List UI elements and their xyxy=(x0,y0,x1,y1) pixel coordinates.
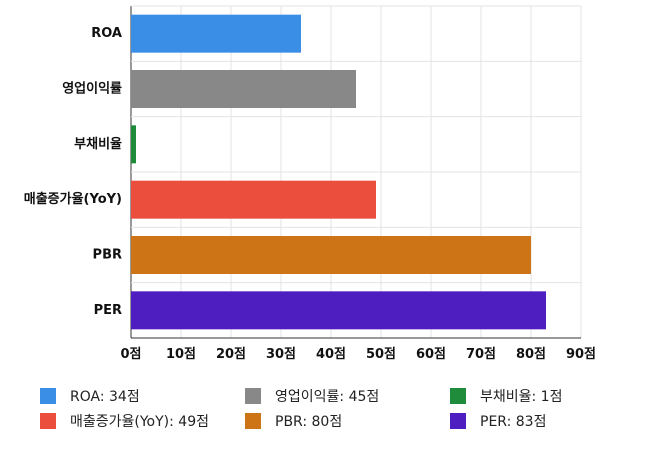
legend-label: 매출증가율(YoY): 49점 xyxy=(70,414,209,430)
legend-item: PBR: 80점 xyxy=(245,411,342,431)
x-tick-label: 70점 xyxy=(466,347,496,362)
x-tick-label: 30점 xyxy=(266,347,296,362)
legend-swatch xyxy=(245,388,261,404)
bar xyxy=(131,236,531,274)
category-label: PBR xyxy=(93,248,122,263)
legend-label: PER: 83점 xyxy=(480,414,547,430)
grid-lines xyxy=(130,5,582,339)
legend-item: 영업이익률: 45점 xyxy=(245,386,379,406)
category-label: ROA xyxy=(91,26,122,41)
legend-swatch xyxy=(450,388,466,404)
legend-item: 매출증가율(YoY): 49점 xyxy=(40,411,209,431)
category-label: 영업이익률 xyxy=(62,81,122,97)
x-tick-labels: 0점 10점 20점 30점 40점 50점 60점 70점 80점 90점 xyxy=(120,347,596,362)
bars xyxy=(131,14,546,330)
legend-item: PER: 83점 xyxy=(450,411,546,431)
legend-label: 영업이익률: 45점 xyxy=(275,389,380,405)
legend-swatch xyxy=(40,413,56,429)
x-tick-label: 0점 xyxy=(120,347,141,362)
legend-label: 부채비율: 1점 xyxy=(480,389,563,405)
x-tick-label: 20점 xyxy=(216,347,246,362)
x-tick-label: 80점 xyxy=(516,347,546,362)
legend-label: PBR: 80점 xyxy=(275,414,343,430)
legend-swatch xyxy=(40,388,56,404)
legend-label: ROA: 34점 xyxy=(70,389,140,405)
bar xyxy=(131,125,136,164)
legend-item: 부채비율: 1점 xyxy=(450,386,562,406)
x-tick-label: 40점 xyxy=(316,347,346,362)
bar xyxy=(131,180,376,219)
bar xyxy=(131,14,301,53)
x-tick-label: 60점 xyxy=(416,347,446,362)
category-label: PER xyxy=(94,303,122,318)
legend-swatch xyxy=(245,413,261,429)
category-label: 부채비율 xyxy=(74,136,122,152)
x-tick-label: 10점 xyxy=(166,347,196,362)
bar xyxy=(131,70,356,108)
x-tick-label: 50점 xyxy=(366,347,396,362)
bar xyxy=(131,291,546,330)
legend-item: ROA: 34점 xyxy=(40,386,140,406)
category-label: 매출증가율(YoY) xyxy=(24,191,122,207)
x-tick-label: 90점 xyxy=(566,347,596,362)
legend-swatch xyxy=(450,413,466,429)
